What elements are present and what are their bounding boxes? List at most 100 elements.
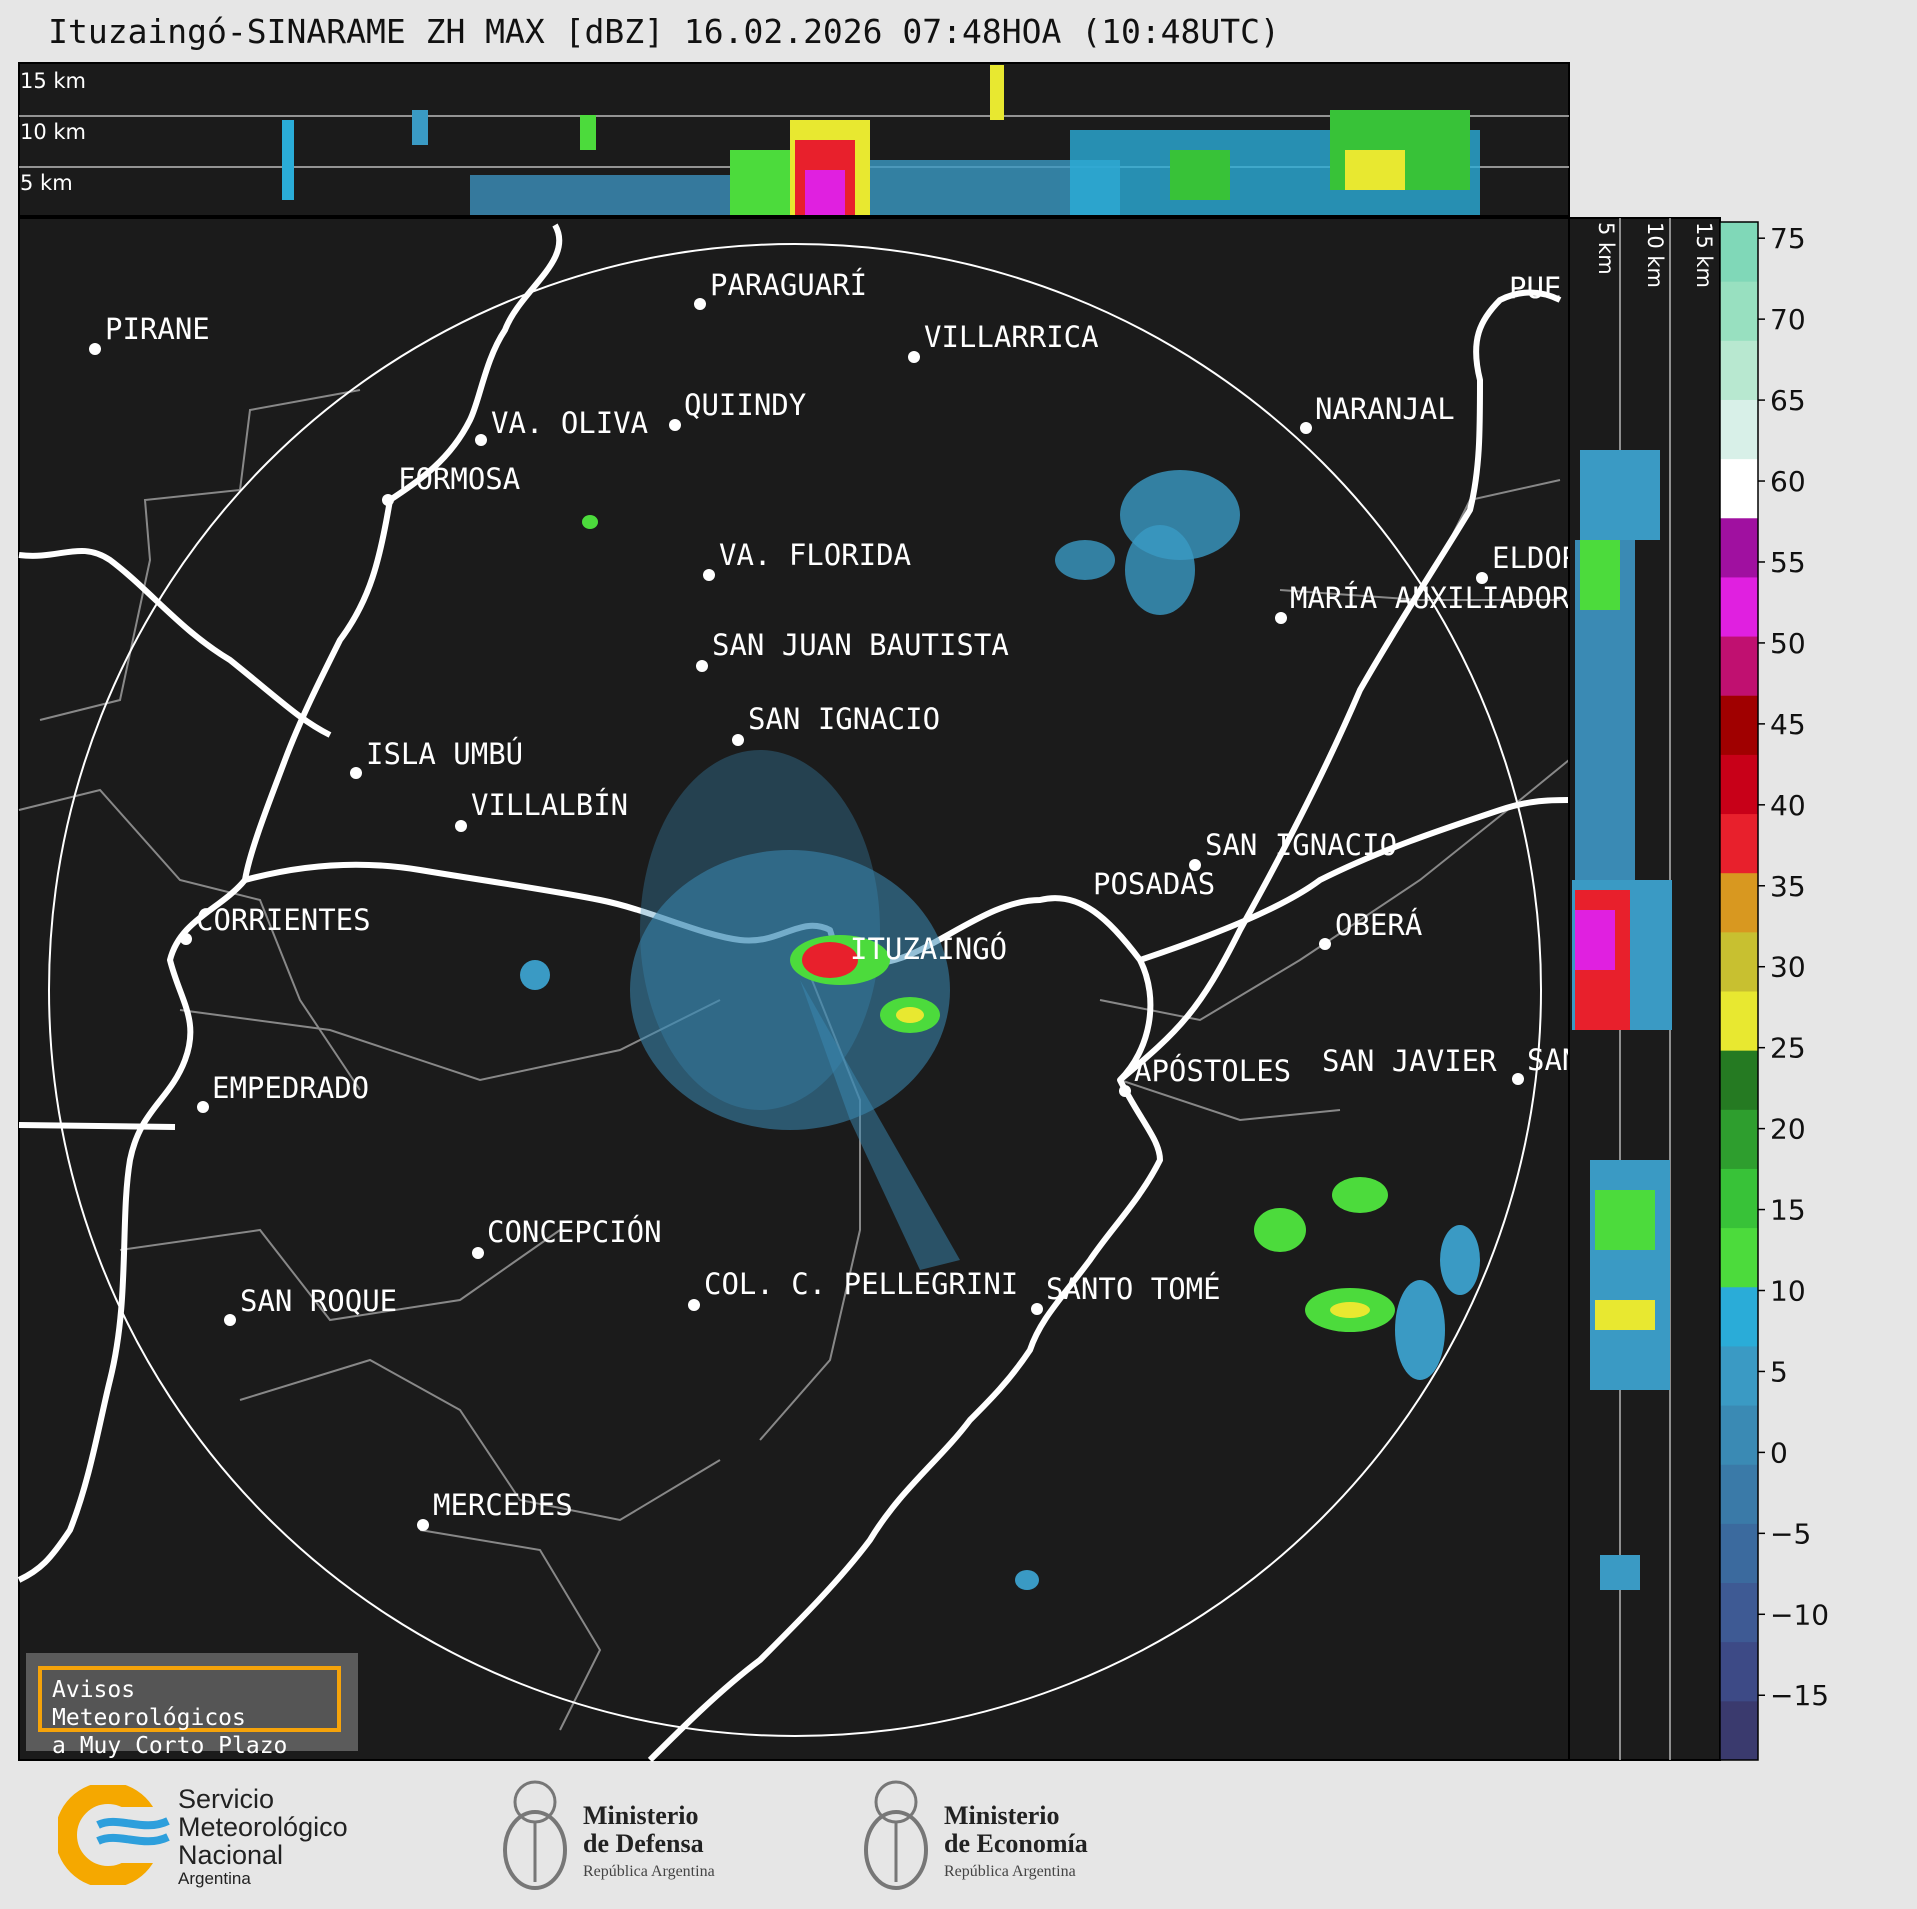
economia-line1: Ministerio: [944, 1801, 1060, 1830]
city-label-empedrado: EMPEDRADO: [212, 1071, 369, 1105]
colorbar-segment: [1720, 517, 1758, 578]
smn-line1: Servicio: [178, 1784, 275, 1814]
city-label-va-oliva: VA. OLIVA: [491, 406, 648, 440]
colorbar-segment: [1720, 1405, 1758, 1465]
map-title: Ituzaingó-SINARAME ZH MAX [dBZ] 16.02.20…: [48, 12, 1280, 51]
city-label-pue: PUE: [1509, 271, 1561, 305]
colorbar-tick-label: 65: [1770, 384, 1806, 417]
colorbar-tick-label: 70: [1770, 303, 1806, 336]
colorbar-tick-label: 25: [1770, 1032, 1806, 1065]
colorbar-segment: [1720, 991, 1758, 1051]
city-label-san-javier: SAN JAVIER: [1322, 1044, 1497, 1078]
colorbar-tick-label: 0: [1770, 1436, 1788, 1469]
city-label-san-ignacio-py: SAN IGNACIO: [748, 702, 940, 736]
city-label-concepcion: CONCEPCIÓN: [487, 1215, 662, 1249]
colorbar-tick-label: 40: [1770, 789, 1806, 822]
smn-line3: Nacional: [178, 1840, 284, 1870]
colorbar-segment: [1720, 695, 1758, 755]
radar-range-ring: [48, 243, 1542, 1737]
colorbar-segment: [1720, 1700, 1758, 1761]
city-label-va-florida: VA. FLORIDA: [719, 538, 911, 572]
colorbar-tick-label: 10: [1770, 1275, 1806, 1308]
colorbar-segment: [1720, 222, 1758, 282]
city-label-pirane: PIRANE: [105, 312, 210, 346]
colorbar-segment: [1720, 1641, 1758, 1702]
defensa-line1: Ministerio: [583, 1801, 699, 1830]
colorbar-tick-label: −5: [1770, 1517, 1811, 1550]
smn-emblem-icon: [55, 1782, 183, 1888]
colorbar-segment: [1720, 1523, 1758, 1584]
colorbar-tick-label: 35: [1770, 870, 1806, 903]
colorbar-segment: [1720, 399, 1758, 460]
colorbar-segment: [1720, 1050, 1758, 1110]
top-echoes: [282, 65, 1480, 215]
economia-emblem-icon: [864, 1780, 928, 1890]
defensa-line3: República Argentina: [583, 1863, 715, 1880]
colorbar-segment: [1720, 754, 1758, 815]
side-echoes: [1572, 450, 1672, 1590]
economia-logo: Ministerio de Economía República Argenti…: [856, 1772, 1088, 1901]
top-label-10km: 10 km: [20, 120, 86, 144]
city-label-obera: OBERÁ: [1335, 908, 1422, 942]
city-label-corrientes: CORRIENTES: [196, 903, 371, 937]
colorbar-segment: [1720, 340, 1758, 400]
colorbar-segment: [1720, 1109, 1758, 1169]
colorbar-tick-label: 50: [1770, 627, 1806, 660]
defensa-logo: Ministerio de Defensa República Argentin…: [495, 1772, 715, 1901]
colorbar-segment: [1720, 1464, 1758, 1524]
colorbar-segment: [1720, 576, 1758, 637]
colorbar-segment: [1720, 1286, 1758, 1347]
colorbar-segment: [1720, 872, 1758, 933]
city-label-san-roque: SAN ROQUE: [240, 1284, 397, 1318]
colorbar-tick-label: 20: [1770, 1113, 1806, 1146]
colorbar-segment: [1720, 1582, 1758, 1643]
colorbar-segment: [1720, 636, 1758, 696]
smn-line2: Meteorológico: [178, 1812, 348, 1842]
warning-line1: Avisos Meteorológicos: [52, 1677, 246, 1731]
smn-logo: Servicio Meteorológico Nacional Argentin…: [55, 1782, 348, 1889]
colorbar-tick-label: 45: [1770, 708, 1806, 741]
economia-line3: República Argentina: [944, 1863, 1076, 1880]
smn-line4: Argentina: [178, 1869, 251, 1888]
city-label-posadas: POSADAS: [1093, 867, 1215, 901]
top-label-5km: 5 km: [20, 171, 73, 195]
city-label-santo-tome: SANTO TOMÉ: [1046, 1272, 1221, 1306]
city-label-apostoles: APÓSTOLES: [1134, 1054, 1291, 1088]
defensa-line2: de Defensa: [583, 1829, 704, 1858]
city-label-eldor: ELDOR: [1492, 541, 1580, 575]
city-label-villarrica: VILLARRICA: [924, 320, 1099, 354]
city-label-ituzaingo: ITUZAINGÓ: [850, 932, 1007, 966]
warning-button[interactable]: Avisos Meteorológicos a Muy Corto Plazo: [38, 1666, 341, 1759]
colorbar-tick-label: 75: [1770, 222, 1806, 255]
warning-line2: a Muy Corto Plazo: [52, 1733, 288, 1759]
colorbar-segment: [1720, 813, 1758, 874]
colorbar-segment: [1720, 1227, 1758, 1288]
city-label-formosa: FORMOSA: [398, 462, 520, 496]
city-label-naranjal: NARANJAL: [1315, 392, 1455, 426]
top-label-15km: 15 km: [20, 69, 86, 93]
colorbar-tick-label: 60: [1770, 465, 1806, 498]
colorbar-tick-label: 15: [1770, 1194, 1806, 1227]
city-markers: PARAGUARÍ PIRANE VILLARRICA VA. OLIVA QU…: [89, 268, 1580, 1531]
city-label-col-c-pellegrini: COL. C. PELLEGRINI: [704, 1267, 1018, 1301]
colorbar-tick-label: −10: [1770, 1598, 1829, 1631]
colorbar-segment: [1720, 931, 1758, 992]
colorbar-tick-label: 5: [1770, 1355, 1788, 1388]
city-label-isla-umbu: ISLA UMBÚ: [366, 737, 523, 771]
colorbar-tick-label: 55: [1770, 546, 1806, 579]
side-label-15km: 15 km: [1692, 222, 1716, 288]
city-label-villalbin: VILLALBÍN: [471, 788, 628, 822]
colorbar-segment: [1720, 281, 1758, 341]
colorbar-tick-label: 30: [1770, 951, 1806, 984]
colorbar-segment: [1720, 458, 1758, 519]
map-echoes: [520, 470, 1480, 1590]
city-label-mercedes: MERCEDES: [433, 1488, 573, 1522]
colorbar-tick-label: −15: [1770, 1679, 1829, 1712]
city-label-san-ignacio-ar: SAN IGNACIO: [1205, 828, 1397, 862]
colorbar-frame: [1719, 221, 1759, 1761]
colorbar-segment: [1720, 1345, 1758, 1406]
side-label-5km: 5 km: [1594, 222, 1618, 275]
city-label-maria-auxiliador: MARÍA AUXILIADOR: [1290, 581, 1570, 615]
